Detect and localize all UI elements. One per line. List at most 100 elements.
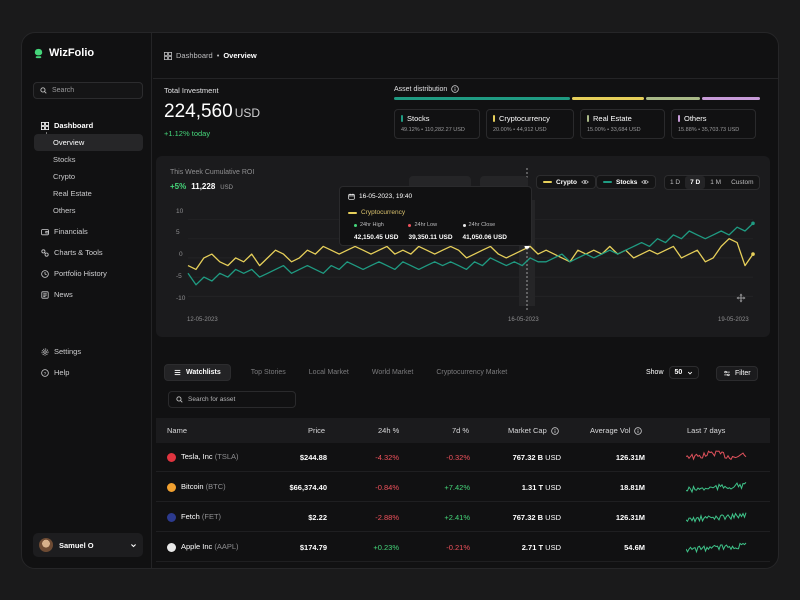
legend-toggle-crypto[interactable]: Crypto (536, 175, 596, 189)
sidebar-subitem-overview[interactable]: Overview (34, 134, 143, 151)
eye-icon (581, 180, 589, 184)
sparkline-path (686, 512, 747, 523)
asset-name: Stocks (407, 114, 430, 123)
chart-control-placeholder[interactable] (480, 176, 528, 189)
market-cap-value: 767.32 (512, 513, 536, 522)
wallet-icon (41, 228, 49, 235)
series-end-point (751, 221, 755, 226)
column-name[interactable]: Name (167, 426, 188, 435)
tooltip-label: 24hr Low (414, 222, 438, 228)
legend-label: Stocks (616, 178, 638, 186)
sidebar-item-portfolio-history[interactable]: Portfolio History (22, 265, 152, 282)
column-price[interactable]: Price (308, 426, 326, 435)
table-row[interactable]: Bitcoin (BTC) $66,374.40 -0.84% +7.42% 1.31 … (156, 473, 770, 502)
tab-local-market[interactable]: Local Market (308, 368, 349, 376)
sidebar-subitem-real-estate[interactable]: Real Estate (53, 189, 92, 198)
market-cap-cell: 767.32 B USD (513, 453, 561, 462)
breadcrumb-parent[interactable]: Dashboard (176, 51, 213, 60)
asset-color-marker (678, 115, 680, 122)
change-7d-cell: +7.42% (444, 483, 470, 492)
asset-card-cryptocurrency[interactable]: Cryptocurrency 20.00% • 44,912 USD (486, 109, 574, 139)
column-last-7-days: Last 7 days (687, 426, 726, 435)
market-cap-currency: USD (545, 513, 561, 522)
page-size-value: 50 (674, 369, 683, 376)
column-7d[interactable]: 7d % (452, 426, 470, 435)
roi-value: 11,228 (191, 182, 216, 191)
tab-watchlists[interactable]: Watchlists (164, 363, 231, 381)
asset-card-real-estate[interactable]: Real Estate 15.00% • 33,684 USD (580, 109, 665, 139)
table-row[interactable]: Apple Inc (AAPL) $174.79 +0.23% -0.21% 2.71 … (156, 533, 770, 562)
logo[interactable]: WizFolio (33, 47, 94, 59)
series-end-point (751, 252, 755, 256)
range-1m[interactable]: 1 M (710, 179, 722, 186)
asset-search-placeholder: Search for asset (188, 396, 236, 403)
asset-card-stocks[interactable]: Stocks 49.12% • 110,282.27 USD (394, 109, 480, 139)
tab-cryptocurrency-market[interactable]: Cryptocurrency Market (436, 368, 508, 376)
asset-distribution-segment (702, 97, 760, 100)
move-icon[interactable] (736, 293, 746, 303)
table-header: Name Price 24h % 7d % Market Cap Average… (156, 418, 770, 443)
asset-ticker: (BTC) (205, 482, 226, 491)
sidebar-subitem-stocks[interactable]: Stocks (53, 155, 76, 164)
asset-cell: Apple Inc (AAPL) (167, 542, 239, 552)
sparkline-path (686, 482, 747, 494)
tooltip-values: 24hr High 42,150.45 USD 24hr Low 39,350.11… (354, 222, 507, 241)
page-size-select[interactable]: 50 (668, 366, 700, 379)
tab-top-stories[interactable]: Top Stories (250, 368, 286, 376)
tooltip-dot (354, 223, 357, 227)
sidebar-item-financials[interactable]: Financials (22, 223, 152, 240)
calendar-icon (348, 193, 355, 200)
sidebar-item-charts-tools[interactable]: Charts & Tools (22, 244, 152, 261)
asset-search-input[interactable]: Search for asset (168, 391, 296, 408)
search-placeholder: Search (52, 87, 75, 94)
filter-label: Filter (735, 370, 751, 377)
legend-toggle-stocks[interactable]: Stocks (596, 175, 657, 189)
series-line-crypto (187, 238, 754, 271)
help-icon: ? (41, 368, 49, 376)
tooltip-label: 24hr High (360, 222, 384, 228)
sidebar-item-settings[interactable]: Settings (22, 343, 152, 360)
avatar (39, 538, 53, 552)
column-market-cap[interactable]: Market Cap (508, 426, 559, 435)
tab-label: Watchlists (186, 368, 221, 376)
tooltip-value: 39,350.11 USD (408, 234, 453, 241)
sidebar-item-help[interactable]: ? Help (22, 364, 152, 381)
chart-control-placeholder[interactable] (409, 176, 471, 189)
sidebar-item-label: Charts & Tools (54, 248, 103, 257)
filter-button[interactable]: Filter (716, 366, 758, 381)
asset-name: Apple Inc (181, 542, 213, 551)
range-7d[interactable]: 7 D (685, 176, 706, 189)
sidebar-nav: Dashboard Overview Stocks Crypto Real Es… (22, 117, 152, 303)
range-custom[interactable]: Custom (731, 179, 754, 186)
table-row[interactable]: Tesla, Inc (TSLA) $244.88 -4.32% -0.32% 767.… (156, 443, 770, 472)
logo-icon (34, 48, 43, 58)
sidebar-subitem-others[interactable]: Others (53, 206, 76, 215)
sparkline-chart (686, 542, 747, 554)
tab-world-market[interactable]: World Market (371, 368, 414, 376)
sidebar-search-input[interactable]: Search (33, 82, 143, 99)
tooltip-high: 24hr High 42,150.45 USD (354, 222, 398, 241)
asset-name: Bitcoin (181, 482, 204, 491)
show-label: Show (646, 369, 664, 376)
sidebar-item-dashboard[interactable]: Dashboard (22, 117, 152, 134)
user-name: Samuel O (59, 540, 94, 550)
column-24h[interactable]: 24h % (378, 426, 400, 435)
sidebar-item-news[interactable]: News (22, 286, 152, 303)
y-tick-label: -10 (176, 295, 186, 302)
table-row[interactable]: Fetch (FET) $2.22 -2.88% +2.41% 767.32 B USD… (156, 503, 770, 532)
sidebar-subitem-crypto[interactable]: Crypto (53, 172, 76, 181)
asset-distribution-segment (394, 97, 571, 100)
tooltip-date-text: 16-05-2023, 19:40 (359, 193, 413, 200)
price-cell: $66,374.40 (289, 483, 327, 492)
sidebar: WizFolio Search Dashboard Overview Stock… (22, 33, 152, 568)
roi-line-chart[interactable] (156, 156, 770, 337)
time-range-selector: 1 D 7 D 1 M Custom (664, 175, 760, 190)
asset-card-others[interactable]: Others 15.88% • 35,703.73 USD (671, 109, 756, 139)
info-icon[interactable] (451, 85, 460, 93)
range-1d[interactable]: 1 D (670, 179, 681, 186)
sparkline-chart (686, 482, 747, 494)
average-vol-cell: 18.81M (619, 483, 645, 492)
column-average-vol[interactable]: Average Vol (590, 426, 643, 435)
user-menu[interactable]: Samuel O (33, 533, 143, 557)
settings-label: Settings (54, 347, 82, 356)
